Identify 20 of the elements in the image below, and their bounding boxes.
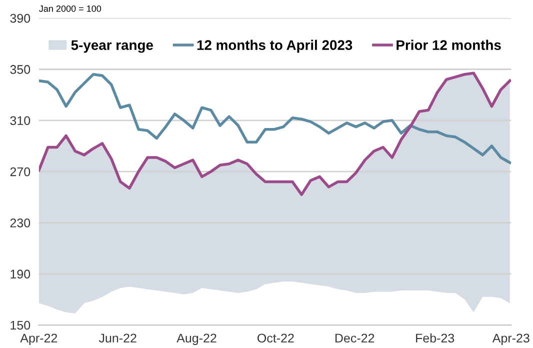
y-tick-label: 390	[10, 14, 30, 23]
y-tick-label: 230	[10, 218, 30, 228]
x-tick-label: Jun-22	[98, 334, 136, 343]
x-tick-label: Apr-22	[20, 334, 58, 346]
y-tick-label: 270	[10, 167, 30, 176]
legend-label: 12 months to April 2023	[197, 40, 352, 53]
x-tick-label: Dec-22	[335, 334, 374, 343]
y-tick-label: 310	[10, 116, 30, 126]
line-series	[38, 72, 512, 196]
text: Jan 2000 = 100	[39, 5, 102, 12]
line-series	[38, 72, 512, 164]
x-tick-label: Aug-22	[176, 334, 216, 346]
y-tick-label: 150	[10, 320, 30, 330]
x-tick-label: Oct-22	[258, 334, 294, 343]
y-tick-label: 350	[10, 65, 30, 74]
y-tick-label: 190	[10, 270, 30, 279]
x-tick-label: Apr-23	[492, 334, 530, 346]
x-tick-label: Feb-23	[416, 333, 454, 343]
legend-label: Prior 12 months	[396, 40, 501, 50]
legend-label: 5-year range	[71, 40, 153, 53]
